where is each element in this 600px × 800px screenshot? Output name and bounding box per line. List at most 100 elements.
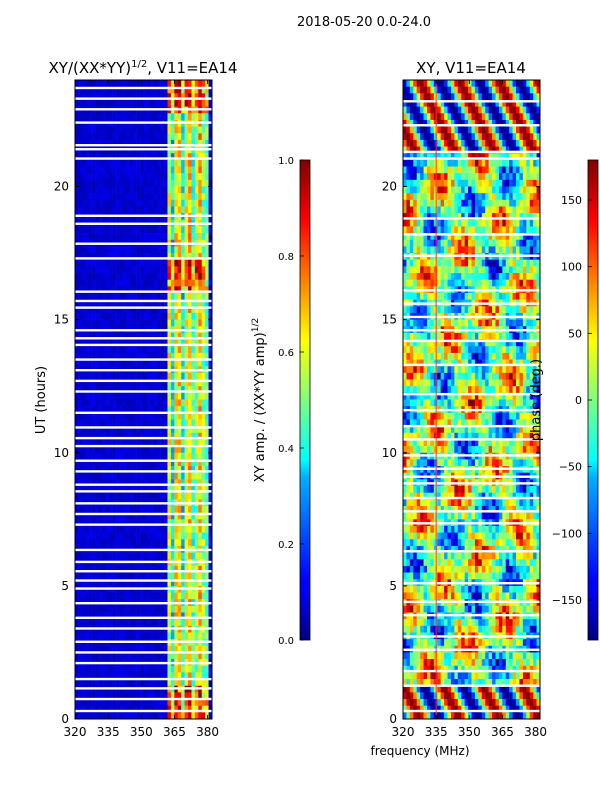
heatmap-cell [150, 279, 155, 287]
heatmap-cell [133, 266, 137, 274]
heatmap-cell [468, 166, 472, 174]
heatmap-cell [160, 173, 165, 181]
heatmap-cell [153, 446, 158, 454]
heatmap-cell [406, 80, 411, 87]
heatmap-cell [423, 133, 428, 141]
heatmap-cell [105, 692, 110, 700]
heatmap-cell [133, 412, 137, 420]
heatmap-cell [464, 239, 469, 247]
heatmap-cell [198, 206, 203, 214]
heatmap-cell [430, 226, 435, 234]
heatmap-cell [81, 492, 86, 500]
heatmap-cell [170, 519, 175, 527]
heatmap-cell [88, 552, 93, 560]
heatmap-cell [170, 113, 175, 121]
heatmap-cell [174, 293, 179, 300]
heatmap-cell [75, 339, 79, 347]
heatmap-cell [167, 80, 172, 87]
heatmap-cell [440, 179, 445, 187]
heatmap-cell [116, 179, 120, 187]
heatmap-cell [498, 226, 503, 234]
heatmap-cell [481, 199, 486, 207]
heatmap-cell [170, 126, 175, 134]
heatmap-cell [143, 113, 148, 121]
heatmap-cell [78, 306, 83, 314]
heatmap-cell [512, 206, 517, 214]
heatmap-cell [471, 246, 476, 254]
heatmap-cell [184, 246, 189, 254]
heatmap-cell [102, 506, 107, 513]
heatmap-cell [102, 233, 107, 241]
heatmap-cell [109, 466, 113, 474]
heatmap-cell [208, 452, 212, 460]
heatmap-cell [177, 419, 182, 427]
heatmap-cell [126, 246, 131, 254]
heatmap-cell [85, 492, 89, 500]
heatmap-cell [181, 645, 185, 653]
heatmap-cell [205, 166, 209, 174]
heatmap-cell [413, 193, 417, 201]
heatmap-cell [416, 239, 421, 247]
heatmap-cell [174, 392, 179, 400]
heatmap-cell [81, 486, 86, 493]
heatmap-cell [126, 399, 131, 407]
heatmap-cell [157, 359, 161, 367]
heatmap-cell [488, 199, 493, 207]
heatmap-cell [512, 233, 517, 241]
heatmap-cell [184, 512, 189, 520]
heatmap-cell [136, 512, 141, 520]
heatmap-cell [122, 399, 127, 407]
heatmap-cell [153, 346, 158, 354]
heatmap-cell [177, 206, 182, 214]
heatmap-cell [420, 153, 424, 161]
heatmap-cell [526, 139, 531, 147]
heatmap-cell [464, 133, 469, 141]
heatmap-cell [536, 226, 540, 234]
heatmap-cell [413, 99, 417, 107]
heatmap-cell [181, 572, 185, 580]
heatmap-cell [133, 572, 137, 580]
heatmap-cell [205, 705, 209, 713]
heatmap-cell [112, 645, 117, 653]
heatmap-cell [205, 446, 209, 454]
heatmap-cell [454, 119, 459, 127]
heatmap-cell [143, 532, 148, 540]
heatmap-cell [95, 386, 100, 394]
heatmap-cell [167, 179, 172, 187]
heatmap-cell [160, 233, 165, 241]
heatmap-cell [112, 133, 117, 141]
heatmap-cell [136, 446, 141, 454]
heatmap-cell [164, 619, 168, 627]
heatmap-cell [112, 339, 117, 347]
heatmap-cell [488, 119, 493, 127]
heatmap-cell [526, 106, 531, 114]
heatmap-cell [119, 319, 124, 327]
heatmap-cell [157, 512, 161, 520]
heatmap-cell [177, 133, 182, 141]
y-tick-label: 5 [61, 579, 69, 593]
heatmap-cell [126, 392, 131, 400]
heatmap-cell [164, 319, 168, 327]
heatmap-cell [177, 166, 182, 174]
heatmap-cell [116, 692, 120, 700]
heatmap-cell [471, 106, 476, 114]
heatmap-cell [437, 146, 441, 154]
heatmap-cell [423, 233, 428, 241]
heatmap-cell [191, 372, 196, 380]
heatmap-cell [164, 113, 168, 121]
heatmap-cell [167, 672, 172, 680]
heatmap-cell [188, 619, 192, 627]
heatmap-cell [201, 379, 206, 387]
heatmap-cell [481, 246, 486, 254]
heatmap-cell [95, 372, 100, 380]
heatmap-cell [529, 239, 534, 247]
heatmap-cell [478, 113, 483, 121]
heatmap-cell [181, 446, 185, 454]
heatmap-cell [423, 226, 428, 234]
heatmap-cell [447, 153, 452, 161]
heatmap-cell [109, 246, 113, 254]
heatmap-cell [116, 486, 120, 493]
heatmap-cell [126, 525, 131, 533]
heatmap-cell [95, 632, 100, 640]
heatmap-cell [164, 525, 168, 533]
